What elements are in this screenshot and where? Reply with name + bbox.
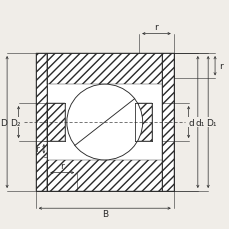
Text: D₂: D₂	[11, 118, 21, 127]
Polygon shape	[36, 54, 173, 191]
Text: d: d	[188, 118, 194, 127]
Bar	[47, 54, 161, 191]
Polygon shape	[47, 54, 161, 85]
Polygon shape	[134, 104, 151, 141]
Text: D₁: D₁	[205, 118, 216, 127]
Polygon shape	[47, 160, 161, 191]
Polygon shape	[36, 54, 47, 191]
Text: r: r	[35, 145, 39, 154]
Text: r: r	[60, 161, 64, 170]
Text: D: D	[0, 118, 7, 127]
Text: r: r	[218, 62, 222, 71]
Bar	[64, 104, 134, 141]
Text: r: r	[154, 23, 158, 32]
Text: B: B	[101, 210, 107, 218]
Circle shape	[67, 85, 142, 160]
Polygon shape	[161, 54, 173, 191]
Text: d₁: d₁	[195, 118, 204, 127]
Polygon shape	[47, 104, 64, 141]
